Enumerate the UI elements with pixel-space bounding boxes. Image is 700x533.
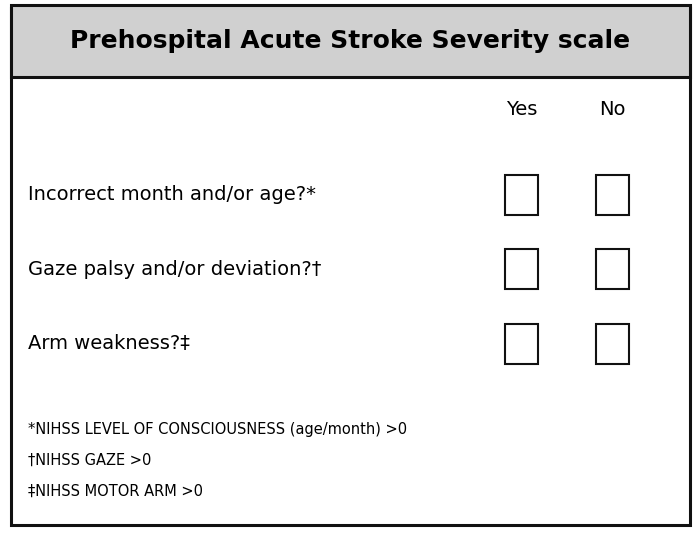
Text: No: No xyxy=(599,100,626,119)
Bar xyxy=(596,249,629,289)
Text: Gaze palsy and/or deviation?†: Gaze palsy and/or deviation?† xyxy=(28,260,321,279)
Bar xyxy=(10,5,690,77)
Bar xyxy=(505,324,538,364)
Bar xyxy=(596,324,629,364)
Text: *NIHSS LEVEL OF CONSCIOUSNESS (age/month) >0: *NIHSS LEVEL OF CONSCIOUSNESS (age/month… xyxy=(28,422,407,437)
Text: Arm weakness?‡: Arm weakness?‡ xyxy=(28,334,190,353)
Bar xyxy=(596,175,629,214)
Bar xyxy=(505,249,538,289)
Text: Incorrect month and/or age?*: Incorrect month and/or age?* xyxy=(28,185,316,204)
Text: ‡NIHSS MOTOR ARM >0: ‡NIHSS MOTOR ARM >0 xyxy=(28,483,203,498)
Text: Prehospital Acute Stroke Severity scale: Prehospital Acute Stroke Severity scale xyxy=(70,29,630,53)
Bar xyxy=(505,175,538,214)
Text: †NIHSS GAZE >0: †NIHSS GAZE >0 xyxy=(28,453,151,467)
Text: Yes: Yes xyxy=(506,100,537,119)
